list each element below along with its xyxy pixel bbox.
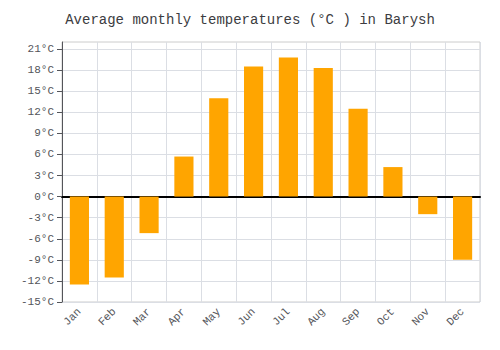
- svg-text:-3°C: -3°C: [28, 212, 55, 224]
- svg-text:Jan: Jan: [61, 306, 83, 328]
- svg-text:-6°C: -6°C: [28, 233, 55, 245]
- svg-text:Dec: Dec: [444, 306, 466, 328]
- svg-text:3°C: 3°C: [34, 170, 54, 182]
- svg-text:Sep: Sep: [340, 306, 362, 328]
- svg-text:6°C: 6°C: [34, 148, 54, 160]
- svg-text:Jul: Jul: [270, 306, 292, 328]
- svg-text:May: May: [201, 305, 224, 328]
- svg-text:Average monthly temperatures (: Average monthly temperatures (°C ) in Ba…: [65, 12, 435, 28]
- svg-text:Oct: Oct: [375, 306, 397, 328]
- svg-text:-15°C: -15°C: [21, 296, 54, 308]
- svg-text:-12°C: -12°C: [21, 275, 54, 287]
- svg-text:21°C: 21°C: [28, 43, 55, 55]
- svg-text:Apr: Apr: [166, 306, 188, 328]
- svg-text:Jun: Jun: [235, 306, 257, 328]
- svg-text:Nov: Nov: [410, 305, 433, 328]
- svg-text:Aug: Aug: [305, 306, 327, 328]
- svg-text:0°C: 0°C: [34, 191, 54, 203]
- svg-text:-9°C: -9°C: [28, 254, 55, 266]
- svg-text:12°C: 12°C: [28, 106, 55, 118]
- svg-text:Feb: Feb: [96, 306, 118, 328]
- svg-text:15°C: 15°C: [28, 85, 55, 97]
- svg-text:Mar: Mar: [131, 306, 153, 328]
- svg-text:9°C: 9°C: [34, 127, 54, 139]
- svg-text:18°C: 18°C: [28, 64, 55, 76]
